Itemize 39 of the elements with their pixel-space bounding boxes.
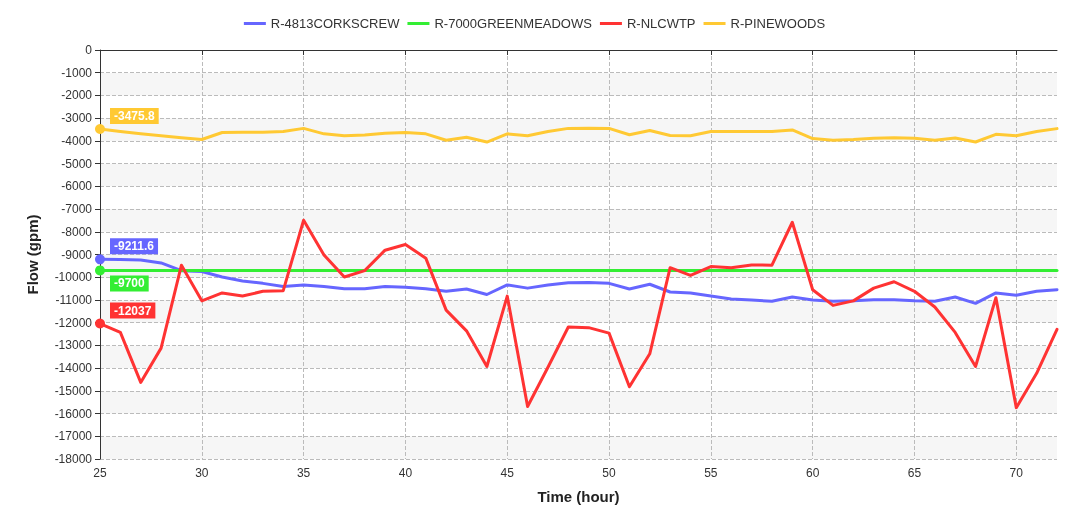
- x-tick-label: 70: [1009, 466, 1024, 480]
- y-tick-label: -6000: [61, 179, 93, 194]
- y-tick-label: -3000: [61, 111, 93, 126]
- legend-label: R-7000GREENMEADOWS: [434, 16, 593, 31]
- data-label: -12037: [114, 303, 152, 318]
- y-tick-label: -2000: [61, 88, 93, 103]
- y-tick-label: -16000: [54, 406, 93, 421]
- y-tick-label: -7000: [61, 202, 93, 217]
- x-tick-label: 50: [602, 466, 617, 480]
- y-tick-label: -15000: [54, 383, 93, 398]
- data-label: -9700: [114, 276, 146, 291]
- y-tick-label: -9000: [61, 247, 93, 262]
- y-tick-label: -5000: [61, 156, 93, 171]
- y-tick-label: -8000: [61, 224, 93, 239]
- data-label: -3475.8: [114, 108, 156, 123]
- data-label: -9211.6: [114, 239, 155, 254]
- y-tick-label: -12000: [54, 315, 93, 330]
- x-tick-label: 25: [93, 466, 107, 480]
- x-tick-label: 55: [704, 466, 718, 480]
- x-tick-label: 45: [500, 466, 515, 480]
- y-tick-label: 0: [85, 43, 93, 57]
- legend-label: R-NLCWTP: [626, 16, 696, 31]
- y-tick-label: -17000: [54, 429, 93, 444]
- y-tick-label: -10000: [54, 270, 93, 285]
- y-tick-label: -4000: [61, 133, 93, 148]
- x-axis-title: Time (hour): [537, 488, 620, 505]
- x-tick-label: 65: [907, 466, 922, 480]
- x-tick-label: 35: [296, 466, 311, 480]
- legend-label: R-PINEWOODS: [730, 16, 826, 31]
- y-tick-label: -14000: [54, 361, 93, 376]
- y-tick-label: -1000: [61, 65, 93, 80]
- legend-label: R-4813CORKSCREW: [270, 16, 401, 31]
- x-tick-label: 40: [398, 466, 413, 480]
- y-tick-label: -13000: [54, 338, 93, 353]
- y-tick-label: -18000: [54, 452, 93, 466]
- x-tick-label: 60: [805, 466, 820, 480]
- y-tick-label: -11000: [55, 292, 93, 307]
- y-axis-title: Flow (gpm): [24, 214, 41, 295]
- x-tick-label: 30: [195, 466, 209, 480]
